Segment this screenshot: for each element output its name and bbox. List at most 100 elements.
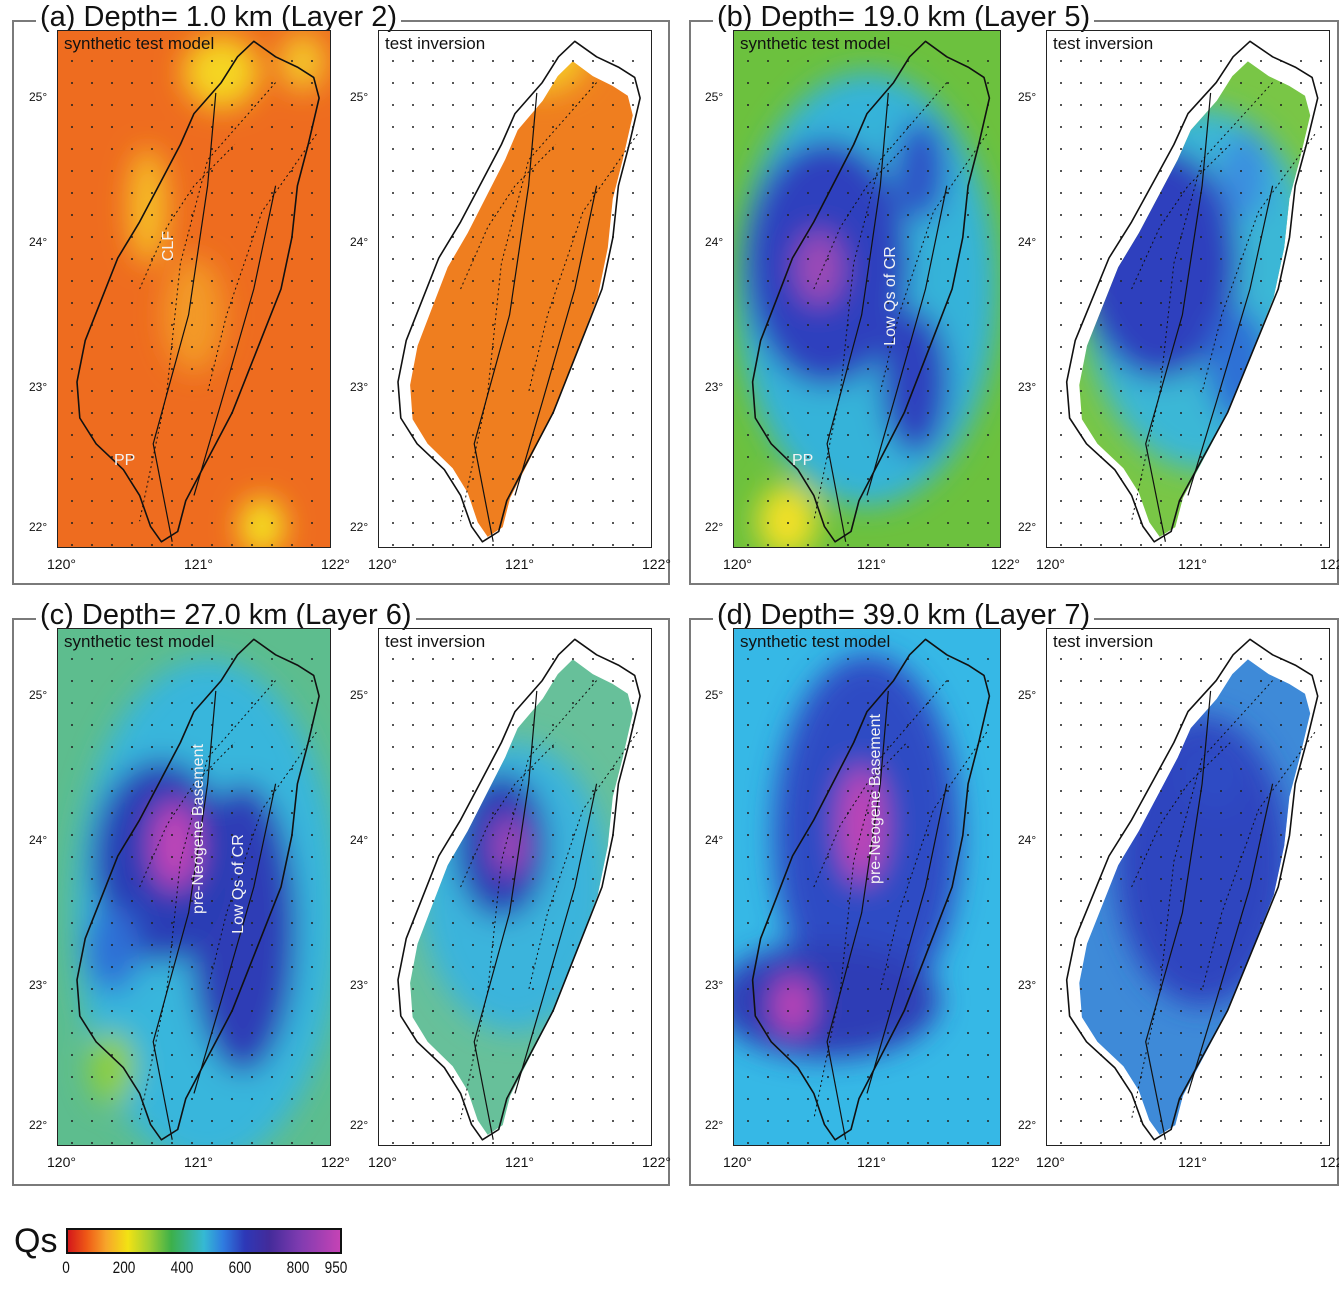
annotation-pp: PP [114, 452, 136, 469]
tectonic-boundary [1201, 731, 1316, 991]
resolved-region [410, 61, 633, 537]
synthetic-model-map: synthetic test model [733, 628, 1001, 1146]
anomaly-blob [89, 1031, 136, 1104]
tectonic-boundary [1201, 133, 1316, 393]
fault-line [152, 690, 217, 1140]
coastline [397, 40, 641, 543]
anomaly-blob [279, 33, 326, 91]
panel-title: (a) Depth= 1.0 km (Layer 2) [36, 0, 402, 34]
lat-tick-label: 22° [705, 1118, 724, 1133]
coastline [751, 638, 991, 1141]
colorbar-tick: 950 [324, 1258, 348, 1277]
lat-tick-label: 25° [705, 90, 724, 105]
test-inversion-map: test inversion [1046, 628, 1330, 1146]
lat-tick-label: 25° [1018, 90, 1037, 105]
tectonic-boundary [879, 133, 988, 393]
lon-tick-label: 120° [1036, 1154, 1065, 1170]
synthetic-model-map: synthetic test model [733, 30, 1001, 548]
grid-dots [1060, 658, 1322, 1144]
lat-tick-label: 24° [705, 833, 724, 848]
lat-tick-label: 23° [350, 380, 369, 395]
lon-tick-label: 122° [1320, 1154, 1339, 1170]
lat-tick-label: 25° [29, 90, 48, 105]
lat-tick-label: 24° [350, 833, 369, 848]
grid-dots [392, 60, 634, 546]
lat-tick-label: 23° [29, 380, 48, 395]
fault-line [1187, 185, 1274, 496]
colorbar-tick: 800 [286, 1258, 310, 1277]
lat-tick-label: 23° [29, 978, 48, 993]
lon-tick-label: 121° [505, 556, 534, 572]
lat-tick-label: 22° [29, 1118, 48, 1133]
lat-tick-label: 25° [29, 688, 48, 703]
synthetic-model-map: synthetic test model [57, 628, 331, 1146]
panel-c: (c) Depth= 27.0 km (Layer 6) synthetic t… [12, 598, 671, 1186]
annotation-low-qs-cr: Low Qs of CR [229, 834, 247, 934]
grid-dots [392, 658, 634, 1144]
lon-tick-label: 121° [857, 556, 886, 572]
map-svg [734, 629, 1000, 1145]
lon-tick-label: 121° [1178, 1154, 1207, 1170]
lon-tick-label: 120° [1036, 556, 1065, 572]
anomaly-blob [163, 257, 225, 373]
map-label: synthetic test model [740, 632, 891, 651]
fault-line [1187, 783, 1274, 1094]
lat-tick-label: 23° [705, 978, 724, 993]
resolved-region [1079, 659, 1311, 1135]
fault-line [866, 185, 948, 496]
coastline [76, 40, 320, 543]
grid-dots [747, 658, 989, 1144]
map-svg [734, 31, 1000, 547]
coastline [397, 638, 641, 1141]
fault-line [473, 92, 538, 542]
grid-dots [71, 60, 313, 546]
coastline [1065, 638, 1319, 1141]
fault-line [1145, 690, 1212, 1140]
lon-tick-label: 120° [723, 1154, 752, 1170]
colorbar-label: Qs [14, 1222, 58, 1260]
lat-tick-label: 24° [705, 235, 724, 250]
map-label: synthetic test model [64, 632, 215, 651]
panel-title: (d) Depth= 39.0 km (Layer 7) [713, 598, 1095, 632]
test-inversion-map: test inversion [378, 628, 652, 1146]
lat-tick-label: 24° [1018, 235, 1037, 250]
lat-tick-label: 24° [29, 235, 48, 250]
map-svg [58, 629, 330, 1145]
qs-colorbar [66, 1228, 342, 1254]
fault-line [866, 783, 948, 1094]
tectonic-boundary [1131, 82, 1273, 522]
coastline [751, 40, 991, 543]
lat-tick-label: 25° [705, 688, 724, 703]
lat-tick-label: 23° [350, 978, 369, 993]
map-svg [392, 638, 641, 1144]
panel-title: (c) Depth= 27.0 km (Layer 6) [36, 598, 416, 632]
tectonic-boundary [139, 742, 236, 888]
panel-d: (d) Depth= 39.0 km (Layer 7) synthetic t… [689, 598, 1339, 1186]
annotation-low-qs-cr: Low Qs of CR [881, 246, 899, 346]
coastline [76, 638, 320, 1141]
lat-tick-label: 22° [29, 520, 48, 535]
tectonic-boundary [1131, 680, 1273, 1120]
lat-tick-label: 22° [705, 520, 724, 535]
lon-tick-label: 122° [321, 1154, 350, 1170]
fault-line [1145, 92, 1212, 542]
fault-line [514, 185, 598, 496]
lon-tick-label: 122° [642, 1154, 671, 1170]
annotation-pp: PP [792, 452, 814, 469]
map-label: synthetic test model [740, 34, 891, 53]
lon-tick-label: 121° [184, 556, 213, 572]
lat-tick-label: 22° [350, 520, 369, 535]
tectonic-boundary [813, 742, 908, 888]
anomaly-blob [757, 485, 817, 547]
map-svg [58, 31, 330, 547]
colorbar-tick: 600 [228, 1258, 252, 1277]
lat-tick-label: 24° [350, 235, 369, 250]
tectonic-boundary [460, 144, 557, 290]
lat-tick-label: 25° [350, 688, 369, 703]
annotation-basement: pre-Neogene Basement [190, 744, 207, 914]
lon-tick-label: 122° [1320, 556, 1339, 572]
annotation-basement: pre-Neogene Basement [867, 714, 884, 884]
map-svg [392, 40, 641, 546]
anomaly-blob [894, 119, 947, 221]
anomaly-blob [152, 802, 198, 890]
